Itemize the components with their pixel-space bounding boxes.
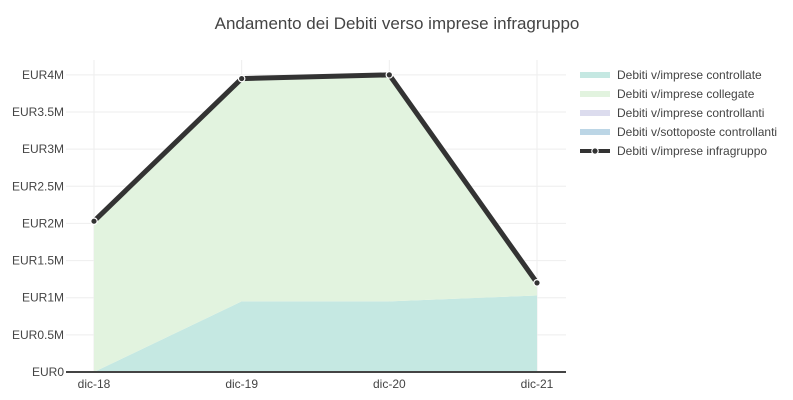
line-point xyxy=(90,217,98,226)
y-tick-label: EUR2M xyxy=(22,216,64,230)
y-tick-label: EUR2.5M xyxy=(12,179,64,193)
legend-swatch xyxy=(580,129,610,135)
y-tick-label: EUR1.5M xyxy=(12,254,64,268)
x-tick-label: dic-21 xyxy=(521,377,554,391)
legend-label: Debiti v/imprese infragruppo xyxy=(617,144,767,158)
legend[interactable]: Debiti v/imprese controllate Debiti v/imp… xyxy=(580,68,777,158)
legend-item[interactable]: Debiti v/imprese collegate xyxy=(580,87,755,101)
legend-item[interactable]: Debiti v/sottoposte controllanti xyxy=(580,125,777,139)
legend-label: Debiti v/imprese controllate xyxy=(617,68,762,82)
line-series-infragruppo xyxy=(92,72,540,285)
area-debiti-v-imprese-controllate xyxy=(94,295,537,372)
y-tick-label: EUR1M xyxy=(22,291,64,305)
chart-title: Andamento dei Debiti verso imprese infra… xyxy=(215,14,580,33)
legend-item[interactable]: Debiti v/imprese controllate xyxy=(580,68,762,82)
legend-item[interactable]: Debiti v/imprese controllanti xyxy=(580,106,764,120)
legend-swatch xyxy=(580,110,610,116)
y-tick-label: EUR0 xyxy=(32,365,64,379)
x-tick-label: dic-20 xyxy=(373,377,406,391)
area-layers xyxy=(94,74,537,372)
legend-swatch xyxy=(580,72,610,78)
line-point xyxy=(533,279,541,287)
legend-label: Debiti v/imprese controllanti xyxy=(617,106,764,120)
x-tick-label: dic-19 xyxy=(225,377,258,391)
line-layer xyxy=(90,71,541,287)
legend-label: Debiti v/sottoposte controllanti xyxy=(617,125,777,139)
y-tick-label: EUR3.5M xyxy=(12,105,64,119)
x-tick-label: dic-18 xyxy=(78,377,111,391)
legend-marker xyxy=(591,147,599,155)
y-tick-label: EUR0.5M xyxy=(12,328,64,342)
legend-item[interactable]: Debiti v/imprese infragruppo xyxy=(580,144,767,158)
legend-swatch xyxy=(580,91,610,97)
y-tick-label: EUR4M xyxy=(22,68,64,82)
line-point xyxy=(237,74,246,83)
y-tick-label: EUR3M xyxy=(22,142,64,156)
area-debiti-v-imprese-collegate xyxy=(94,74,537,372)
legend-label: Debiti v/imprese collegate xyxy=(617,87,755,101)
axes: EUR0 EUR0.5M EUR1M EUR1.5M EUR2M EUR2.5M EUR3M… xyxy=(12,68,566,391)
line-point xyxy=(385,71,394,79)
